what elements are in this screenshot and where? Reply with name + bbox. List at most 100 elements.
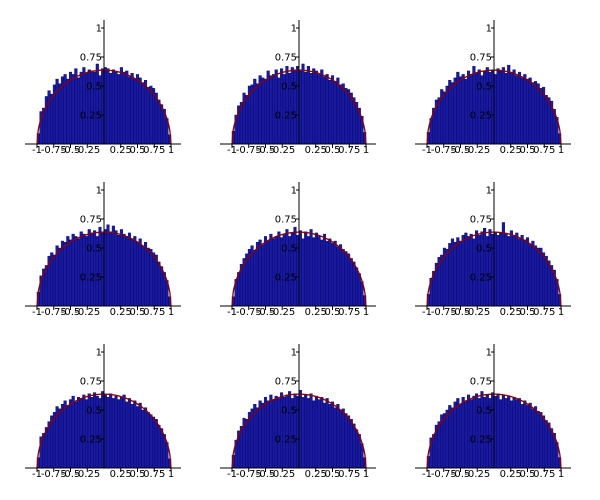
histogram-bar bbox=[507, 395, 511, 469]
x-tick-label: 0.25 bbox=[110, 469, 132, 480]
histogram-bar bbox=[74, 401, 78, 469]
histogram-bar bbox=[317, 399, 321, 469]
histogram-bar bbox=[355, 429, 359, 469]
histogram-bar bbox=[330, 75, 335, 145]
histogram-bar bbox=[328, 79, 332, 145]
histogram-bar bbox=[288, 391, 292, 469]
histogram-bar bbox=[520, 235, 524, 307]
histogram-bar bbox=[114, 71, 118, 145]
histogram-bar bbox=[448, 405, 452, 469]
x-tick-label: -0.75 bbox=[236, 145, 262, 156]
histogram-bar bbox=[328, 404, 332, 469]
histogram-bar bbox=[71, 74, 75, 145]
histogram-bar bbox=[154, 419, 158, 469]
histogram-bar bbox=[306, 236, 310, 307]
x-tick-label: 1 bbox=[168, 307, 174, 318]
histogram-bar bbox=[127, 232, 131, 307]
histogram-bar bbox=[333, 81, 337, 145]
histogram-bar bbox=[106, 68, 110, 145]
histogram-bar bbox=[274, 236, 278, 307]
histogram-bar bbox=[534, 81, 538, 145]
y-tick-label: 0.5 bbox=[476, 406, 492, 417]
histogram-bar bbox=[304, 394, 308, 469]
histogram-bar bbox=[95, 63, 99, 145]
histogram-bar bbox=[141, 82, 145, 145]
x-tick-label: -1 bbox=[32, 469, 42, 480]
histogram-bar bbox=[504, 73, 508, 145]
x-tick-label: 1 bbox=[363, 145, 369, 156]
histogram-bar bbox=[512, 397, 516, 469]
histogram-bar bbox=[339, 84, 343, 145]
histogram-bar bbox=[501, 394, 505, 469]
x-tick-label: 0.5 bbox=[520, 469, 536, 480]
histogram-bar bbox=[117, 399, 121, 469]
histogram-bar bbox=[544, 95, 548, 145]
histogram-bar bbox=[160, 266, 164, 307]
x-tick-label: 1 bbox=[168, 145, 174, 156]
x-tick-label: -0.25 bbox=[464, 469, 490, 480]
histogram-bar bbox=[125, 401, 129, 469]
histogram-bar bbox=[119, 229, 123, 307]
histogram-bar bbox=[255, 241, 259, 307]
histogram-bar bbox=[58, 83, 62, 145]
histogram-bar bbox=[130, 404, 134, 469]
histogram-bar bbox=[445, 248, 449, 307]
histogram-bar bbox=[269, 75, 273, 145]
histogram-bar bbox=[501, 222, 505, 307]
histogram-bar bbox=[274, 395, 278, 469]
histogram-panel: -1-0.75-0.5-0.25 0.250.50.75 10.250.50.751 bbox=[415, 20, 571, 156]
y-tick-label: 0.5 bbox=[281, 244, 297, 255]
histogram-bar bbox=[79, 398, 83, 469]
histogram-bar bbox=[146, 412, 150, 469]
histogram-bar bbox=[301, 397, 305, 469]
histogram-bar bbox=[285, 229, 289, 307]
histogram-bar bbox=[453, 241, 457, 307]
histogram-bar bbox=[499, 399, 503, 469]
x-tick-label: -1 bbox=[422, 145, 432, 156]
x-tick-label: -0.5 bbox=[256, 307, 276, 318]
histogram-bar bbox=[333, 407, 337, 469]
histogram-panel: -1-0.75-0.5-0.25 0.250.50.75 10.250.50.751 bbox=[220, 20, 376, 156]
histogram-bar bbox=[536, 83, 540, 145]
histogram-bar bbox=[352, 423, 356, 469]
histogram-bar bbox=[266, 400, 270, 469]
histogram-bar bbox=[250, 408, 254, 469]
y-tick-label: 0.75 bbox=[80, 215, 102, 226]
x-tick-label: 0.75 bbox=[533, 469, 555, 480]
x-tick-label: 0.25 bbox=[110, 307, 132, 318]
histogram-panel: -1-0.75-0.5-0.25 0.250.50.75 10.250.50.751 bbox=[25, 20, 181, 156]
histogram-bar bbox=[79, 231, 83, 307]
histogram-bar bbox=[322, 233, 326, 307]
histogram-bar bbox=[480, 391, 484, 469]
histogram-bar bbox=[456, 237, 460, 307]
histogram-bar bbox=[157, 424, 161, 469]
histogram-bar bbox=[293, 226, 297, 307]
histogram-bar bbox=[152, 252, 156, 307]
y-tick-label: 0.5 bbox=[476, 82, 492, 93]
histogram-bar bbox=[544, 420, 548, 469]
histogram-bar bbox=[469, 233, 473, 307]
histogram-bar bbox=[542, 415, 546, 469]
x-tick-label: -0.5 bbox=[61, 307, 81, 318]
histogram-bar bbox=[325, 74, 329, 145]
histogram-bar bbox=[336, 246, 340, 307]
histogram-bar bbox=[66, 405, 70, 469]
histogram-bar bbox=[143, 241, 148, 307]
histogram-bar bbox=[485, 67, 489, 145]
histogram-bar bbox=[138, 77, 142, 145]
histogram-bar bbox=[111, 69, 115, 145]
x-tick-label: 0.75 bbox=[338, 469, 360, 480]
histogram-bar bbox=[534, 245, 538, 307]
histogram-bar bbox=[63, 400, 67, 469]
histogram-bar bbox=[528, 77, 532, 145]
y-tick-label: 0.25 bbox=[80, 273, 102, 284]
histogram-bar bbox=[349, 258, 353, 307]
histogram-bar bbox=[333, 240, 337, 307]
x-tick-label: -0.25 bbox=[464, 145, 490, 156]
histogram-bar bbox=[309, 229, 313, 307]
histogram-bar bbox=[152, 88, 156, 145]
y-tick-label: 0.75 bbox=[470, 215, 492, 226]
histogram-bar bbox=[52, 254, 56, 307]
x-tick-label: 0.5 bbox=[130, 469, 146, 480]
histogram-panel: -1-0.75-0.5-0.25 0.250.50.75 10.250.50.751 bbox=[25, 344, 181, 480]
